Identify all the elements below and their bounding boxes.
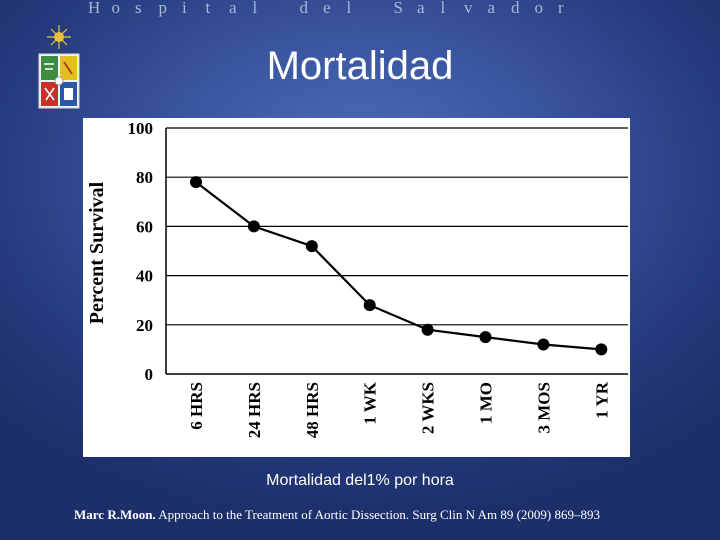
header-letter: l — [440, 0, 446, 17]
header-letter: a — [487, 0, 496, 17]
header-letter: r — [558, 0, 564, 17]
data-point — [190, 176, 202, 189]
citation-author: Marc R.Moon. — [74, 507, 156, 522]
header-letter: d — [511, 0, 520, 17]
data-point — [363, 299, 376, 312]
x-tick-label: 1 WK — [361, 381, 380, 424]
slide-subtitle: Mortalidad del1% por hora — [266, 472, 454, 489]
data-point — [595, 343, 608, 356]
data-point — [421, 323, 434, 336]
header-letter: t — [205, 0, 211, 17]
y-tick-label: 60 — [136, 217, 153, 236]
header-letter: v — [464, 0, 473, 17]
header-letter: i — [182, 0, 187, 17]
header-letter: l — [346, 0, 352, 17]
y-tick-label: 100 — [128, 119, 154, 138]
series-line — [195, 181, 602, 351]
survival-line-chart: 0 20 40 60 80 100 Percent Survival 6 HRS 24 HRS 4… — [86, 119, 628, 438]
header-letter: o — [534, 0, 544, 17]
y-tick-label: 80 — [136, 168, 153, 187]
data-point — [247, 220, 260, 233]
y-tick-label: 40 — [136, 267, 153, 286]
x-tick-label: 24 HRS — [245, 382, 264, 438]
citation: Marc R.Moon. Approach to the Treatment o… — [74, 507, 694, 523]
header-letter: e — [323, 0, 331, 17]
header-letter: d — [299, 0, 309, 17]
x-tick-label: 1 MO — [477, 382, 496, 424]
header-letter: l — [252, 0, 258, 17]
header-letter: p — [158, 0, 168, 17]
y-tick-label: 20 — [136, 316, 153, 335]
x-tick-label: 48 HRS — [303, 382, 322, 438]
y-tick-label: 0 — [145, 365, 154, 384]
citation-text: Approach to the Treatment of Aortic Diss… — [155, 507, 600, 522]
data-point — [479, 331, 492, 344]
data-point — [537, 338, 550, 351]
header-letter: a — [417, 0, 425, 17]
header-letter: o — [111, 0, 121, 17]
header-letter: a — [229, 0, 237, 17]
header-letter — [276, 0, 300, 18]
x-tick-label: 3 MOS — [534, 382, 553, 433]
y-axis-title: Percent Survival — [86, 181, 108, 324]
x-tick-label: 1 YR — [592, 381, 611, 418]
data-point — [305, 240, 318, 253]
header-letter: S — [393, 0, 403, 17]
header-letter: s — [135, 0, 142, 17]
x-tick-label: 6 HRS — [187, 382, 206, 430]
university-crest-logo — [38, 25, 80, 109]
survival-chart: 0 20 40 60 80 100 Percent Survival 6 HRS 24 HRS 4… — [83, 118, 630, 457]
header-letter — [370, 0, 394, 18]
slide-title: Mortalidad — [266, 44, 454, 88]
header-letter: H — [88, 0, 101, 17]
x-tick-label: 2 WKS — [419, 382, 438, 434]
sun-emblem-icon — [47, 25, 71, 49]
